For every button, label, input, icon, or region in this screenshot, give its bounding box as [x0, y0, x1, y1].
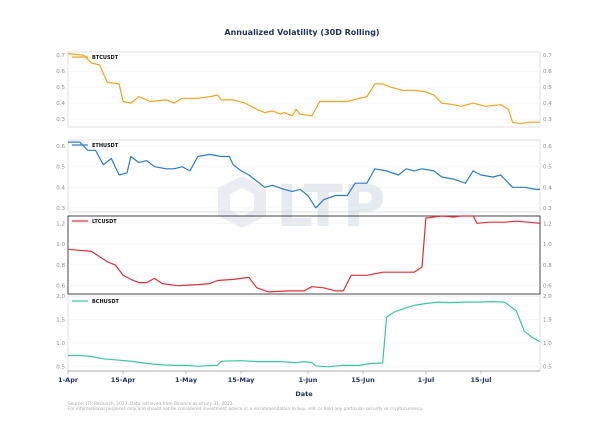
- legend-label-bchusdt: BCHUSDT: [92, 299, 119, 305]
- y-tick-label-right-bchusdt: 1.5: [543, 317, 552, 323]
- series-line-ethusdt: [68, 141, 540, 209]
- y-tick-label-left-ltcusdt: 1.2: [56, 221, 65, 227]
- panel-bchusdt: 0.5 0.5 1.0 1.0 1.5 1.5 2.0 2.0 BCHUSDT: [56, 294, 552, 372]
- y-tick-label-right-btcusdt: 0.7: [543, 53, 552, 59]
- y-tick-label-right-bchusdt: 0.5: [543, 364, 552, 370]
- legend-label-ltcusdt: LTCUSDT: [92, 219, 117, 225]
- y-tick-label-right-btcusdt: 0.5: [543, 85, 552, 91]
- y-tick-label-right-btcusdt: 0.4: [543, 101, 552, 107]
- x-tick-label: 1-May: [175, 376, 198, 384]
- panel-ethusdt: 0.3 0.3 0.4 0.4 0.5 0.5 0.6 0.6 ETHUSDT: [56, 139, 552, 213]
- y-tick-label-right-ethusdt: 0.6: [543, 144, 552, 150]
- y-tick-label-left-ltcusdt: 1.0: [56, 242, 65, 248]
- y-tick-label-right-ethusdt: 0.5: [543, 165, 552, 171]
- y-tick-label-left-bchusdt: 2.0: [56, 294, 65, 300]
- y-tick-label-left-bchusdt: 1.5: [56, 317, 65, 323]
- footer-disclaimer: For informational purposes only and shou…: [68, 407, 424, 413]
- y-tick-label-right-btcusdt: 0.3: [543, 117, 552, 123]
- x-axis-title: Date: [295, 390, 313, 398]
- y-tick-label-right-ltcusdt: 0.6: [543, 284, 552, 290]
- chart-title: Annualized Volatility (30D Rolling): [224, 28, 380, 37]
- y-tick-label-left-btcusdt: 0.7: [56, 53, 65, 59]
- panel-ltcusdt: 0.6 0.6 0.8 0.8 1.0 1.0 1.2 1.2 LTCUSDT: [56, 215, 552, 295]
- x-tick-label: 1-Jun: [298, 376, 317, 384]
- legend-label-ethusdt: ETHUSDT: [92, 143, 119, 149]
- y-tick-label-right-bchusdt: 1.0: [543, 341, 552, 347]
- y-tick-label-left-ltcusdt: 0.6: [56, 284, 65, 290]
- x-tick-label: 1-Apr: [58, 376, 79, 384]
- y-tick-label-left-ethusdt: 0.5: [56, 165, 65, 171]
- y-tick-label-right-ethusdt: 0.3: [543, 206, 552, 212]
- series-line-btcusdt: [67, 53, 540, 125]
- y-tick-label-right-btcusdt: 0.6: [543, 69, 552, 75]
- y-tick-label-right-bchusdt: 2.0: [543, 294, 552, 300]
- y-tick-label-right-ethusdt: 0.4: [543, 185, 552, 191]
- y-tick-label-left-btcusdt: 0.6: [56, 69, 65, 75]
- series-line-ltcusdt: [67, 215, 541, 293]
- panel-btcusdt: 0.3 0.3 0.4 0.4 0.5 0.5 0.6 0.6 0.7 0.7 BTCUSDT: [56, 51, 552, 128]
- y-tick-label-right-ltcusdt: 1.2: [543, 221, 552, 227]
- x-tick-label: 15-Jun: [351, 376, 375, 384]
- panel-frame-ltcusdt: [67, 215, 541, 295]
- y-tick-label-left-btcusdt: 0.3: [56, 117, 65, 123]
- y-tick-label-left-ethusdt: 0.4: [56, 185, 65, 191]
- y-tick-label-left-ethusdt: 0.6: [56, 144, 65, 150]
- x-tick-label: 15-May: [228, 376, 255, 384]
- series-line-bchusdt: [68, 301, 541, 368]
- panel-frame-bchusdt: [67, 295, 541, 372]
- y-tick-label-left-btcusdt: 0.4: [56, 101, 65, 107]
- panel-frame-btcusdt: [67, 51, 541, 128]
- y-tick-label-left-bchusdt: 0.5: [56, 364, 65, 370]
- x-tick-label: 15-Apr: [111, 376, 136, 384]
- y-tick-label-left-bchusdt: 1.0: [56, 341, 65, 347]
- x-tick-label: 15-Jul: [470, 376, 491, 384]
- panel-frame-ethusdt: [67, 139, 541, 213]
- x-tick-label: 1-Jul: [418, 376, 435, 384]
- y-tick-label-right-ltcusdt: 0.8: [543, 263, 552, 269]
- chart-footer: Source: LTP Research, 2023. Data retriev…: [68, 402, 568, 412]
- y-tick-label-left-ethusdt: 0.3: [56, 206, 65, 212]
- legend-label-btcusdt: BTCUSDT: [92, 55, 119, 61]
- y-tick-label-right-ltcusdt: 1.0: [543, 242, 552, 248]
- footer-source: Source: LTP Research, 2023. Data retriev…: [68, 402, 234, 407]
- y-tick-label-left-ltcusdt: 0.8: [56, 263, 65, 269]
- y-tick-label-left-btcusdt: 0.5: [56, 85, 65, 91]
